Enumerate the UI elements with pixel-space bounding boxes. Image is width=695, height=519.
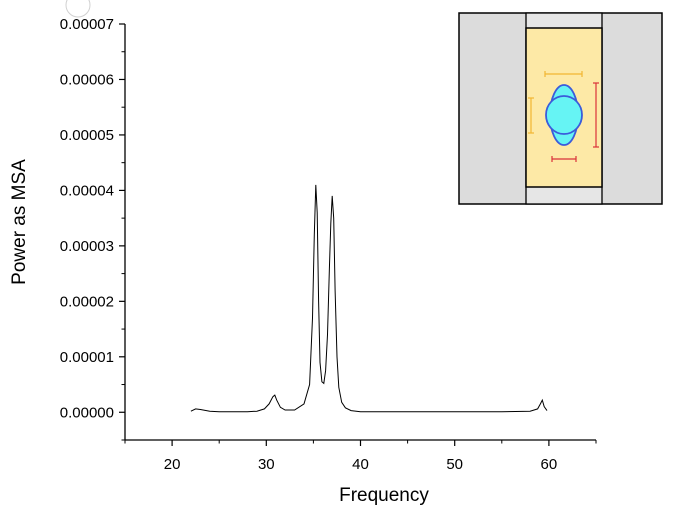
y-tick-label: 0.00006 <box>60 71 114 88</box>
y-tick-label: 0.00000 <box>60 404 114 421</box>
y-tick-label: 0.00005 <box>60 127 114 144</box>
inset-diagram <box>458 12 663 205</box>
y-tick-label: 0.00004 <box>60 182 114 199</box>
x-ticks: 20 30 40 50 60 <box>124 440 597 473</box>
inset-ellipse-shape <box>545 84 583 146</box>
x-tick-label: 50 <box>446 456 463 473</box>
inset-orange-left-bar <box>528 97 534 134</box>
series-line <box>190 184 548 413</box>
decorative-circle <box>65 0 91 18</box>
x-tick-label: 20 <box>164 456 181 473</box>
inset-red-bottom-bar <box>551 156 577 162</box>
y-tick-label: 0.00002 <box>60 293 114 310</box>
x-tick-label: 30 <box>258 456 275 473</box>
y-axis-title: Power as MSA <box>9 159 30 285</box>
inset-orange-top-bar <box>544 71 583 77</box>
y-tick-label: 0.00003 <box>60 238 114 255</box>
y-ticks: 0.00000 0.00001 0.00002 0.00003 0.00004 0.000… <box>60 16 125 441</box>
inset-red-right-bar <box>593 82 599 148</box>
x-tick-label: 60 <box>541 456 558 473</box>
x-axis-title: Frequency <box>339 485 429 506</box>
y-tick-label: 0.00007 <box>60 16 114 33</box>
y-tick-label: 0.00001 <box>60 349 114 366</box>
inset-ellipse-horizontal <box>545 95 583 135</box>
x-tick-label: 40 <box>352 456 369 473</box>
